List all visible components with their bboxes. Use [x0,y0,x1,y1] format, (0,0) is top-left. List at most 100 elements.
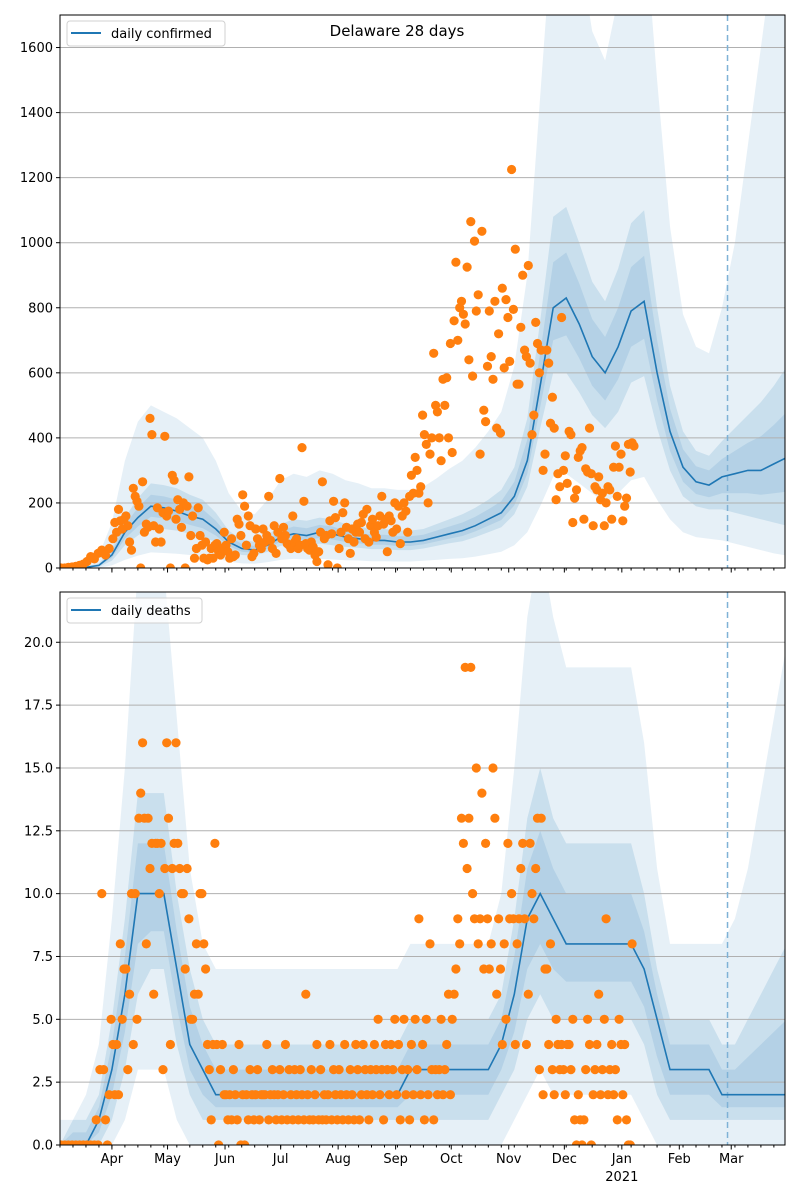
observed-point [560,1090,570,1100]
observed-point [453,335,463,345]
confirmed-axes: 0 200 400 600 800 1000 1200 1400 1600 Delaware 2… [20,14,786,577]
observed-point [551,1014,561,1024]
observed-point [310,1090,320,1100]
observed-point [503,312,513,323]
observed-point [136,563,146,568]
observed-point [534,1065,545,1075]
observed-point [182,501,192,511]
observed-point [399,1014,409,1024]
observed-point [241,540,251,550]
observed-point [197,889,207,899]
observed-point [451,257,461,267]
observed-point [219,527,229,537]
observed-point [123,521,133,531]
observed-point [425,939,435,949]
observed-point [106,1014,116,1024]
observed-point [542,345,552,355]
x-tick-label: Jun [214,1152,235,1167]
observed-point [557,312,567,323]
y-tick-label: 2.5 [32,1076,53,1091]
observed-point [349,537,359,547]
outer-uncertainty-band [60,15,785,568]
observed-point [419,1115,429,1125]
observed-point [167,863,177,874]
observed-point [251,524,261,534]
y-tick-label: 800 [28,301,53,316]
observed-point [481,417,491,427]
observed-point [495,428,506,438]
observed-point [418,410,428,420]
observed-point [280,1039,290,1050]
observed-point [544,1039,554,1050]
observed-point [395,1115,405,1125]
observed-point [508,304,518,314]
observed-point [438,1090,448,1100]
x-tick-label: Nov [496,1152,522,1167]
observed-point [456,813,467,823]
observed-point [482,361,493,371]
observed-point [201,537,211,547]
observed-point [579,514,589,524]
observed-point [240,1140,250,1145]
observed-point [418,1039,428,1050]
observed-point [234,1039,244,1050]
observed-point [599,1014,609,1024]
observed-point [125,989,135,999]
observed-point [447,447,457,458]
observed-point [486,352,496,362]
observed-point [486,939,496,949]
y-tick-label: 20.0 [24,636,53,651]
observed-point [334,1065,344,1075]
deaths-uncertainty-bands [60,592,785,1145]
legend-label-deaths: daily deaths [111,604,191,619]
observed-point [566,1065,576,1075]
observed-point [204,1065,214,1075]
y-tick-label: 200 [28,496,53,511]
observed-point [614,462,624,472]
observed-point [419,430,429,440]
observed-point [265,535,276,546]
observed-point [588,521,598,531]
deaths-legend: daily deaths [66,597,203,624]
observed-point [442,1039,452,1050]
observed-point [297,443,307,453]
observed-point [462,863,472,874]
observed-point [594,989,604,999]
observed-point [267,1065,277,1075]
observed-point [371,532,381,542]
observed-point [104,543,114,554]
observed-point [316,1065,326,1075]
observed-point [436,456,446,466]
observed-point [406,1039,416,1050]
observed-point [228,1065,238,1075]
deaths-axes-frame [59,591,786,1146]
observed-point [507,889,517,899]
observed-point [180,563,190,568]
observed-point [471,306,481,316]
observed-point [136,788,146,798]
observed-point [503,838,513,849]
observed-point [156,537,166,547]
observed-point [264,1115,274,1125]
observed-point [612,491,622,501]
observed-point [201,964,211,974]
observed-point [416,1090,426,1100]
observed-point [210,838,220,849]
observed-point [527,889,537,899]
observed-point [112,1039,122,1050]
observed-point [456,296,467,306]
observed-point [570,493,580,503]
observed-point [373,1014,383,1024]
observed-point [605,485,615,495]
observed-point [434,433,444,443]
observed-point [527,430,537,440]
observed-point [609,1090,619,1100]
deaths-model-line [60,891,785,1145]
observed-point [518,270,528,280]
observed-point [184,472,194,482]
observed-point [173,838,183,849]
observed-point [390,1014,400,1024]
observed-point [610,441,621,451]
observed-point [620,501,630,511]
